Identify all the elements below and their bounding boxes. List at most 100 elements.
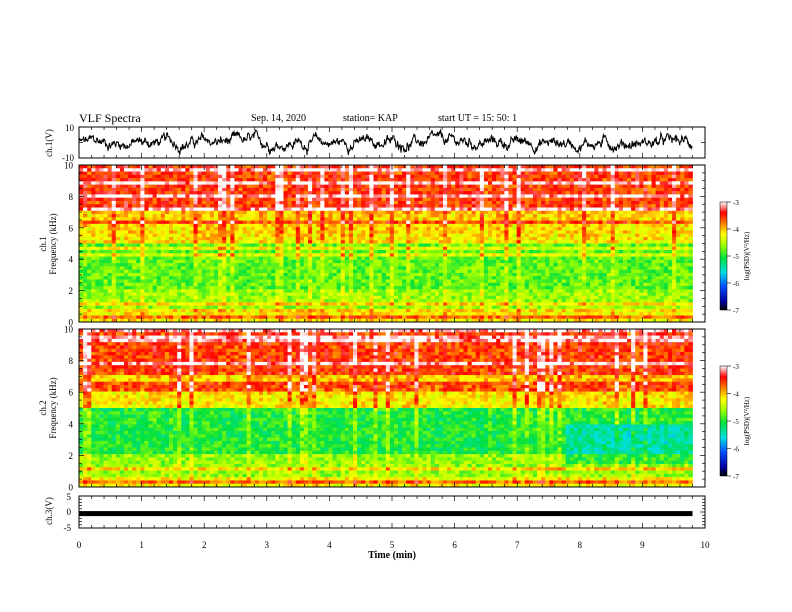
spectrogram-cell [332, 171, 338, 176]
spectrogram-cell [516, 263, 522, 267]
spectrogram-cell [504, 184, 509, 189]
spectrogram-cell [291, 204, 297, 208]
spectrogram-cell [164, 233, 170, 238]
spectrogram-cell [451, 246, 456, 251]
spectrogram-cell [213, 214, 219, 218]
spectrogram-cell [647, 165, 652, 169]
spectrogram-cell [385, 214, 391, 218]
spectrogram-cell [663, 236, 669, 241]
spectrogram-cell [524, 174, 530, 179]
spectrogram-cell [672, 184, 677, 189]
spectrogram-cell [434, 223, 440, 228]
spectrogram-cell [487, 200, 493, 205]
spectrogram-cell [443, 187, 448, 192]
spectrogram-cell [434, 220, 440, 225]
spectrogram-cell [87, 191, 92, 195]
spectrogram-cell [303, 230, 309, 235]
spectrogram-cell [226, 227, 231, 231]
spectrogram-cell [144, 246, 149, 251]
spectrogram-cell [459, 220, 464, 225]
spectrogram-cell [622, 174, 628, 179]
spectrogram-cell [496, 194, 501, 199]
spectrogram-cell [447, 266, 452, 271]
spectrogram-cell [443, 263, 448, 267]
spectrogram-cell [213, 178, 219, 182]
spectrogram-cell [152, 227, 158, 231]
spectrogram-cell [369, 259, 374, 264]
spectrogram-cell [308, 165, 313, 169]
spectrogram-cell [377, 181, 383, 186]
spectrogram-cell [115, 207, 121, 212]
spectrogram-cell [622, 243, 628, 248]
spectrogram-cell [496, 204, 501, 208]
spectrogram-cell [459, 207, 464, 212]
spectrogram-cell [205, 259, 211, 264]
spectrogram-cell [655, 266, 661, 271]
spectrogram-cell [492, 194, 497, 199]
spectrogram-cell [291, 250, 297, 254]
spectrogram-cell [275, 230, 280, 235]
spectrogram-cell [463, 174, 468, 179]
spectrogram-cell [353, 246, 358, 251]
spectrogram-cell [688, 174, 693, 179]
spectrogram-cell [173, 223, 178, 228]
spectrogram-cell [344, 236, 350, 241]
spectrogram-cell [107, 204, 113, 208]
spectrogram-cell [324, 178, 329, 182]
spectrogram-cell [414, 181, 419, 186]
spectrogram-cell [336, 168, 342, 172]
spectrogram-cell [532, 230, 538, 235]
spectrogram-cell [418, 227, 423, 231]
spectrogram-cell [115, 204, 121, 208]
spectrogram-cell [438, 171, 444, 176]
spectrogram-cell [475, 194, 481, 199]
spectrogram-cell [496, 220, 501, 225]
spectrogram-cell [185, 214, 190, 218]
spectrogram-cell [205, 230, 211, 235]
spectrogram-cell [504, 233, 509, 238]
spectrogram-cell [631, 263, 636, 267]
spectrogram-cell [672, 181, 677, 186]
spectrogram-cell [618, 223, 624, 228]
spectrogram-cell [639, 184, 644, 189]
spectrogram-cell [655, 200, 661, 205]
spectrogram-cell [181, 181, 186, 186]
spectrogram-cell [132, 168, 137, 172]
spectrogram-cell [299, 214, 305, 218]
spectrogram-cell [299, 259, 305, 264]
spectrogram-cell [586, 194, 591, 199]
spectrogram-cell [87, 181, 92, 186]
spectrogram-cell [410, 263, 415, 267]
spectrogram-cell [577, 220, 583, 225]
spectrogram-cell [614, 204, 620, 208]
spectrogram-cell [181, 200, 186, 205]
spectrogram-cell [189, 214, 194, 218]
spectrogram-cell [111, 230, 117, 235]
spectrogram-cell [111, 263, 117, 267]
spectrogram-cell [451, 250, 456, 254]
spectrogram-cell [627, 210, 632, 215]
spectrogram-cell [512, 214, 518, 218]
spectrogram-cell [205, 236, 211, 241]
spectrogram-cell [312, 171, 317, 176]
spectrogram-cell [553, 204, 558, 208]
spectrogram-cell [230, 223, 235, 228]
spectrogram-cell [377, 236, 383, 241]
spectrogram-cell [353, 197, 358, 202]
spectrogram-cell [438, 165, 444, 169]
spectrogram-cell [447, 256, 452, 261]
spectrogram-cell [193, 187, 199, 192]
spectrogram-cell [209, 194, 215, 199]
spectrogram-cell [545, 194, 550, 199]
spectrogram-cell [467, 230, 473, 235]
spectrogram-cell [320, 217, 325, 221]
spectrogram-cell [332, 263, 338, 267]
spectrogram-cell [504, 227, 509, 231]
spectrogram-cell [492, 217, 497, 221]
spectrogram-cell [99, 171, 104, 176]
spectrogram-cell [271, 178, 276, 182]
spectrogram-cell [242, 233, 248, 238]
spectrogram-cell [267, 207, 272, 212]
spectrogram-cell [299, 223, 305, 228]
spectrogram-cell [647, 256, 652, 261]
